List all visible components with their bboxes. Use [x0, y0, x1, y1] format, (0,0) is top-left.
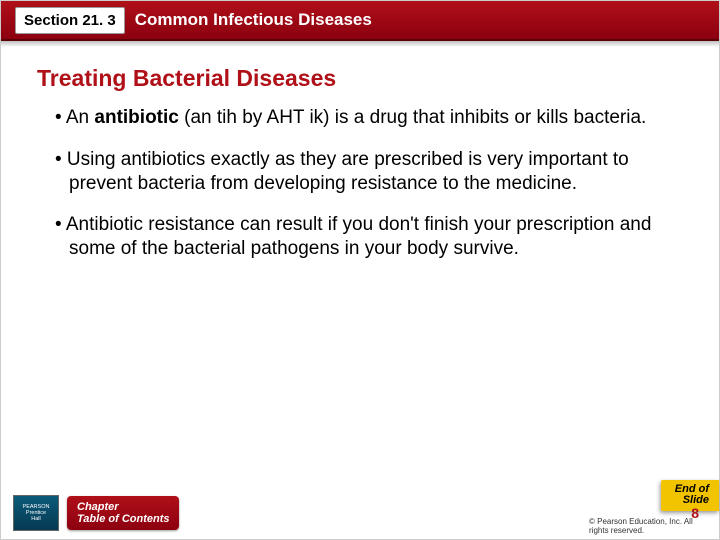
pearson-logo: PEARSON Prentice Hall	[13, 495, 59, 531]
bullet-item: • Antibiotic resistance can result if yo…	[55, 213, 683, 261]
footer-right: End of Slide 8 © Pearson Education, Inc.…	[589, 483, 719, 539]
bullet-text-pre: • Antibiotic resistance can result if yo…	[55, 214, 651, 259]
logo-line: Hall	[15, 516, 57, 522]
content-area: Treating Bacterial Diseases • An antibio…	[1, 47, 719, 289]
toc-button[interactable]: Chapter Table of Contents	[67, 496, 179, 530]
chapter-title: Common Infectious Diseases	[135, 10, 372, 30]
bullet-text-post: (an tih by AHT ik) is a drug that inhibi…	[179, 107, 646, 128]
header-red-strip: Section 21. 3 Common Infectious Diseases	[1, 1, 719, 41]
bullet-item: • Using antibiotics exactly as they are …	[55, 148, 683, 196]
toc-line: Table of Contents	[77, 513, 169, 525]
footer-left: PEARSON Prentice Hall Chapter Table of C…	[13, 495, 179, 531]
bullet-text-pre: • An	[55, 107, 94, 128]
toc-line: Chapter	[77, 501, 169, 513]
page-heading: Treating Bacterial Diseases	[37, 65, 683, 92]
copyright-text: © Pearson Education, Inc. All rights res…	[589, 517, 711, 535]
footer: PEARSON Prentice Hall Chapter Table of C…	[1, 483, 719, 539]
bullet-item: • An antibiotic (an tih by AHT ik) is a …	[55, 106, 683, 130]
header-bar: Section 21. 3 Common Infectious Diseases	[1, 1, 719, 41]
end-of-slide-button[interactable]: End of Slide	[661, 480, 719, 511]
bullet-text-pre: • Using antibiotics exactly as they are …	[55, 149, 629, 194]
bullet-text-bold: antibiotic	[94, 107, 178, 128]
section-tab: Section 21. 3	[15, 7, 125, 34]
